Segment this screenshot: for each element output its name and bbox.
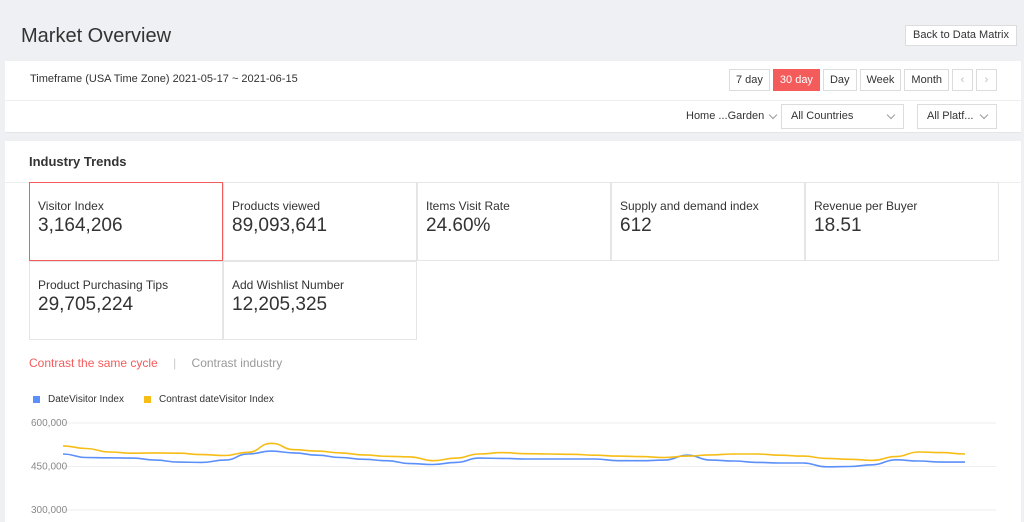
range-week-button[interactable]: Week <box>859 69 902 91</box>
timeframe-label: Timeframe (USA Time Zone) 2021-05-17 ~ 2… <box>30 73 298 85</box>
metric-value: 29,705,224 <box>38 294 134 315</box>
metric-value: 24.60% <box>426 215 491 236</box>
metric-card-product-purchasing-tips[interactable]: Product Purchasing Tips 29,705,224 <box>29 261 223 340</box>
legend-swatch <box>33 396 40 403</box>
range-day-button[interactable]: Day <box>822 69 857 91</box>
metric-value: 612 <box>620 215 652 236</box>
category-select-value: Home ...Garden <box>686 110 765 122</box>
prev-period-button[interactable]: ‹ <box>952 69 973 91</box>
chevron-left-icon: ‹ <box>960 74 965 86</box>
metric-label: Supply and demand index <box>620 199 759 213</box>
metric-value: 18.51 <box>814 215 862 236</box>
series-line-date-visitor-index <box>62 450 965 468</box>
visitor-index-line-chart: 600,000 450,000 300,000 <box>31 418 996 516</box>
category-select[interactable]: Home ...Garden <box>686 110 778 122</box>
filter-panel: Timeframe (USA Time Zone) 2021-05-17 ~ 2… <box>5 61 1021 133</box>
country-select[interactable]: All Countries <box>781 104 904 129</box>
metric-card-products-viewed[interactable]: Products viewed 89,093,641 <box>223 182 417 261</box>
section-title: Industry Trends <box>29 154 127 169</box>
chart-legend: DateVisitor Index Contrast dateVisitor I… <box>33 394 274 405</box>
metric-label: Visitor Index <box>38 199 104 213</box>
metric-value: 3,164,206 <box>38 215 123 236</box>
legend-item-contrast-date-visitor-index[interactable]: Contrast dateVisitor Index <box>143 394 274 405</box>
range-30-day-button[interactable]: 30 day <box>772 69 820 91</box>
metric-label: Product Purchasing Tips <box>38 278 169 292</box>
metric-card-revenue-per-buyer[interactable]: Revenue per Buyer 18.51 <box>805 182 999 261</box>
metric-label: Items Visit Rate <box>426 199 510 213</box>
metric-label: Revenue per Buyer <box>814 199 918 213</box>
chevron-right-icon: › <box>984 74 989 86</box>
next-period-button[interactable]: › <box>976 69 997 91</box>
chevron-down-icon <box>886 110 896 120</box>
metric-card-items-visit-rate[interactable]: Items Visit Rate 24.60% <box>417 182 611 261</box>
contrast-toggle: Contrast the same cycle | Contrast indus… <box>29 356 282 370</box>
back-to-data-matrix-button[interactable]: Back to Data Matrix <box>905 25 1017 46</box>
country-select-value: All Countries <box>791 110 854 122</box>
y-tick-label: 600,000 <box>31 418 68 429</box>
range-month-button[interactable]: Month <box>904 69 949 91</box>
platform-select-value: All Platf... <box>927 110 974 122</box>
legend-label: DateVisitor Index <box>48 394 124 405</box>
contrast-industry-link[interactable]: Contrast industry <box>191 356 283 370</box>
chevron-down-icon <box>979 110 989 120</box>
metric-value: 12,205,325 <box>232 294 328 315</box>
filter-divider <box>5 100 1021 101</box>
y-tick-label: 300,000 <box>31 505 68 516</box>
chevron-down-icon <box>769 110 778 119</box>
platform-select[interactable]: All Platf... <box>917 104 997 129</box>
metric-card-add-wishlist-number[interactable]: Add Wishlist Number 12,205,325 <box>223 261 417 340</box>
y-tick-label: 450,000 <box>31 462 68 473</box>
range-7-day-button[interactable]: 7 day <box>728 69 770 91</box>
contrast-same-cycle-link[interactable]: Contrast the same cycle <box>29 356 158 370</box>
metric-card-visitor-index[interactable]: Visitor Index 3,164,206 <box>29 182 223 261</box>
metric-value: 89,093,641 <box>232 215 328 236</box>
range-selector: 7 day 30 day Day Week Month ‹ › <box>728 69 997 91</box>
legend-label: Contrast dateVisitor Index <box>158 394 274 405</box>
legend-swatch <box>143 396 151 403</box>
metric-label: Products viewed <box>232 199 321 213</box>
title-bar: Market Overview Back to Data Matrix <box>5 5 1021 61</box>
legend-item-date-visitor-index[interactable]: DateVisitor Index <box>33 394 124 405</box>
series-line-contrast-date-visitor-index <box>62 442 966 462</box>
metric-card-supply-demand-index[interactable]: Supply and demand index 612 <box>611 182 805 261</box>
page-title: Market Overview <box>21 25 172 47</box>
industry-trends-panel: Industry Trends Visitor Index 3,164,206 … <box>5 141 1021 522</box>
contrast-separator: | <box>173 356 177 370</box>
metric-label: Add Wishlist Number <box>232 278 345 292</box>
